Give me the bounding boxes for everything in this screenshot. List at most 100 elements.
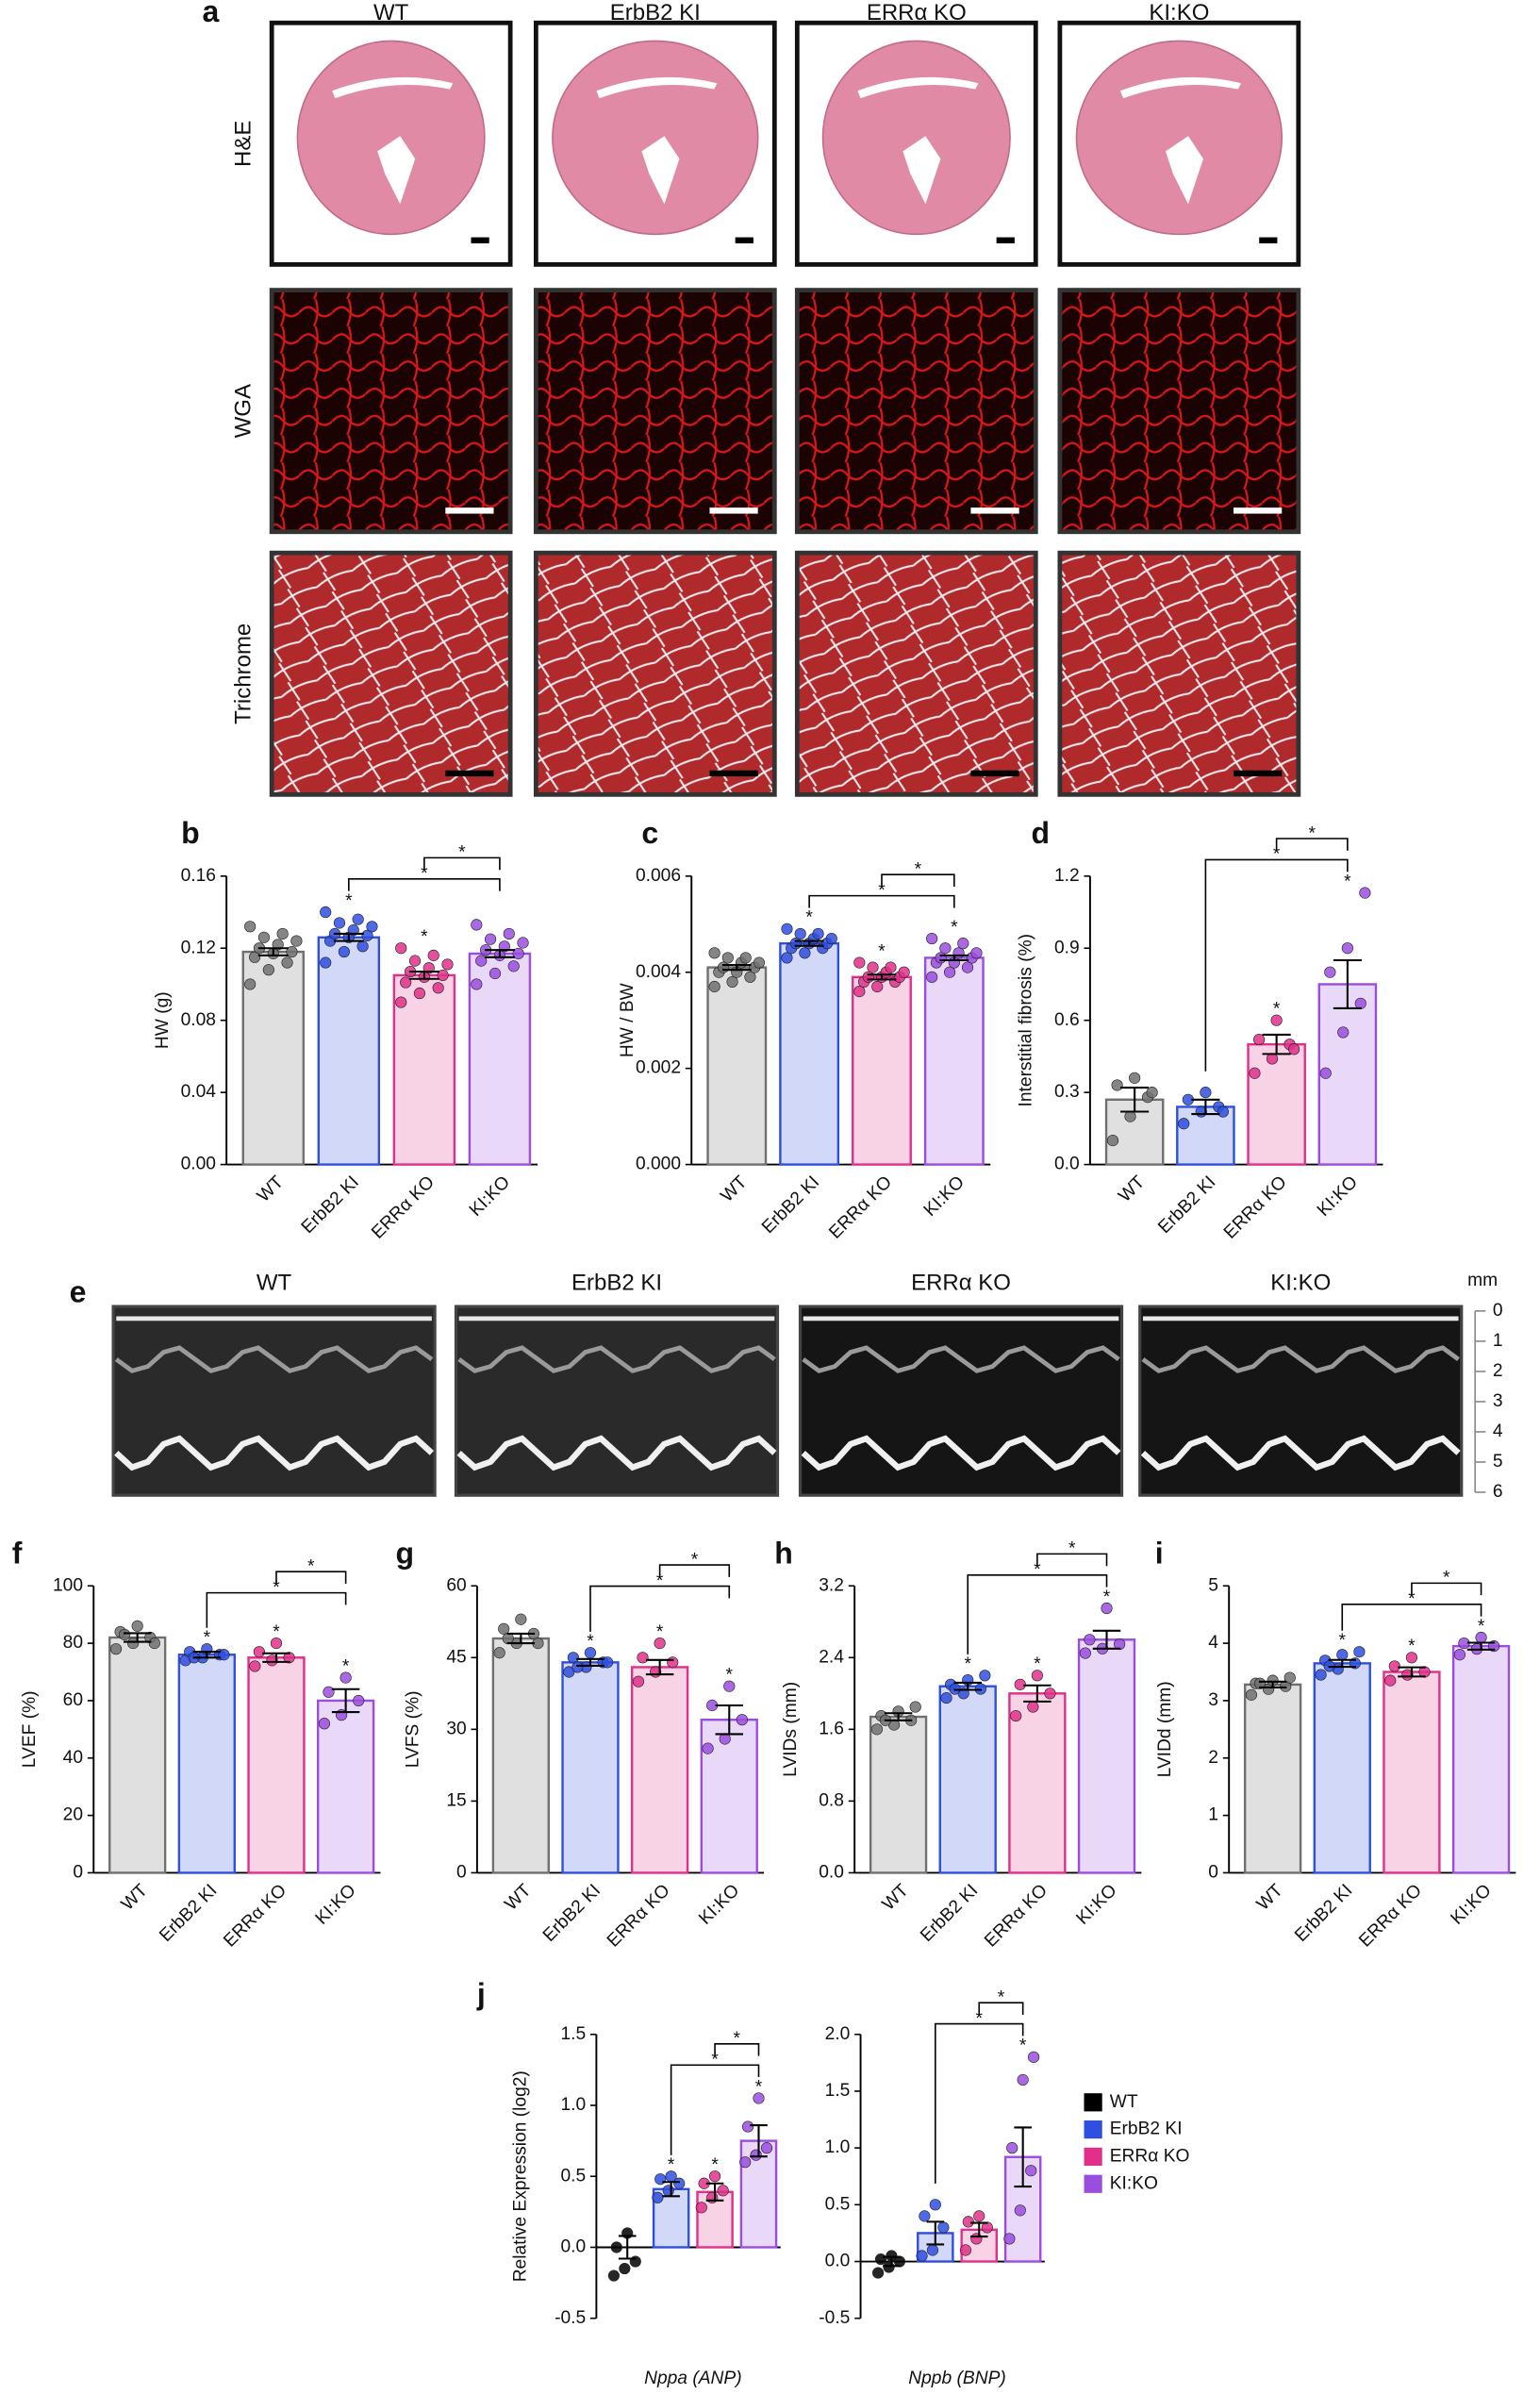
data-point xyxy=(1146,1087,1158,1099)
error-bar xyxy=(953,1681,982,1691)
significance-star: * xyxy=(1019,2037,1027,2056)
significance-star: * xyxy=(878,881,886,901)
data-point xyxy=(1253,1677,1267,1689)
significance-star: * xyxy=(1068,1539,1076,1559)
y-tick-label: 1.5 xyxy=(825,2081,851,2101)
data-point xyxy=(283,1652,295,1664)
data-point xyxy=(517,937,529,949)
data-point xyxy=(488,967,502,980)
data-point xyxy=(1245,1688,1258,1701)
echo-image xyxy=(111,1305,437,1497)
data-point xyxy=(248,951,261,963)
data-point xyxy=(281,956,293,969)
legend-swatch xyxy=(1084,2120,1102,2139)
y-tick-label: 0 xyxy=(73,1863,83,1883)
data-point xyxy=(721,952,734,964)
scale-bar xyxy=(1234,770,1283,777)
y-tick-label: 0.8 xyxy=(819,1790,844,1810)
scale-label: 6 xyxy=(1493,1482,1503,1502)
data-point xyxy=(1031,1670,1043,1682)
data-point xyxy=(929,2199,941,2211)
y-tick-label: 30 xyxy=(446,1719,466,1738)
y-tick-label: 2 xyxy=(1208,1748,1218,1768)
data-point xyxy=(970,947,983,959)
bar xyxy=(1176,1106,1235,1166)
data-point xyxy=(320,906,332,919)
scale-bar xyxy=(445,770,494,777)
data-point xyxy=(898,966,910,978)
data-point xyxy=(262,964,274,976)
cavity xyxy=(857,76,979,99)
data-point xyxy=(515,1613,527,1625)
x-tick-label: ErbB2 KI xyxy=(539,1881,604,1946)
data-point xyxy=(266,1654,278,1667)
data-point xyxy=(1319,1067,1332,1079)
data-point xyxy=(718,961,730,973)
significance-star: * xyxy=(734,2029,741,2049)
data-point xyxy=(249,1660,261,1672)
data-point xyxy=(366,921,378,933)
data-point xyxy=(867,961,879,973)
data-point xyxy=(567,1652,579,1664)
data-point xyxy=(1079,1647,1091,1659)
x-tick-label: ERRα KO xyxy=(220,1881,290,1952)
data-point xyxy=(753,2092,765,2104)
error-bar xyxy=(576,1657,604,1667)
data-point xyxy=(512,947,524,960)
data-point xyxy=(1384,1674,1397,1687)
data-point xyxy=(148,1638,160,1650)
bracket xyxy=(206,1591,347,1628)
bar xyxy=(1383,1671,1441,1874)
scale-bar xyxy=(445,507,494,514)
bracket xyxy=(1204,858,1349,1072)
x-tick-label: KI:KO xyxy=(312,1881,360,1929)
error-bar xyxy=(645,1658,674,1676)
bracket xyxy=(1411,1582,1482,1596)
data-point xyxy=(1359,887,1371,899)
error-bar xyxy=(1023,1684,1052,1703)
x-tick-label: WT xyxy=(502,1881,536,1915)
significance-star: * xyxy=(1273,845,1281,865)
data-point xyxy=(408,955,422,967)
data-point xyxy=(339,1671,352,1684)
data-point xyxy=(109,1643,123,1655)
significance-star: * xyxy=(421,864,428,884)
bar xyxy=(1247,1042,1306,1166)
bar xyxy=(1077,1638,1136,1874)
scale-bar xyxy=(996,237,1015,243)
data-point xyxy=(1353,1646,1366,1658)
error-bar xyxy=(939,954,969,962)
error-bar xyxy=(1328,1658,1357,1669)
y-axis-label: Interstitial fibrosis (%) xyxy=(1017,934,1036,1107)
bar xyxy=(869,1715,928,1874)
error-bar xyxy=(1191,1098,1220,1116)
bar xyxy=(779,941,840,1166)
y-tick-label: 1 xyxy=(1208,1805,1218,1825)
data-point xyxy=(361,929,373,941)
data-point xyxy=(662,2185,674,2197)
data-point xyxy=(717,2185,729,2197)
y-tick-label: 1.0 xyxy=(560,2095,586,2115)
error-bar xyxy=(721,964,752,972)
data-point xyxy=(1106,1135,1119,1147)
y-tick-label: 0.006 xyxy=(636,866,681,886)
scale-bar xyxy=(970,770,1019,777)
legend-label: ERRα KO xyxy=(1110,2147,1190,2167)
error-bar xyxy=(506,1632,536,1645)
significance-star: * xyxy=(587,1632,594,1652)
bar xyxy=(630,1666,689,1874)
significance-star: * xyxy=(805,908,813,928)
image-frame xyxy=(533,550,777,797)
y-tick-label: 0.08 xyxy=(181,1010,216,1030)
y-tick-label: 20 xyxy=(63,1805,83,1825)
bar xyxy=(1451,1644,1511,1874)
data-point xyxy=(400,976,412,989)
data-point xyxy=(741,2120,754,2133)
y-tick-label: 1.5 xyxy=(560,2024,586,2044)
data-point xyxy=(356,940,369,953)
data-point xyxy=(739,2156,752,2169)
significance-star: * xyxy=(1273,1000,1281,1020)
data-point xyxy=(1337,1026,1350,1039)
data-point xyxy=(1354,997,1366,1009)
y-tick-label: 0.000 xyxy=(636,1155,681,1174)
